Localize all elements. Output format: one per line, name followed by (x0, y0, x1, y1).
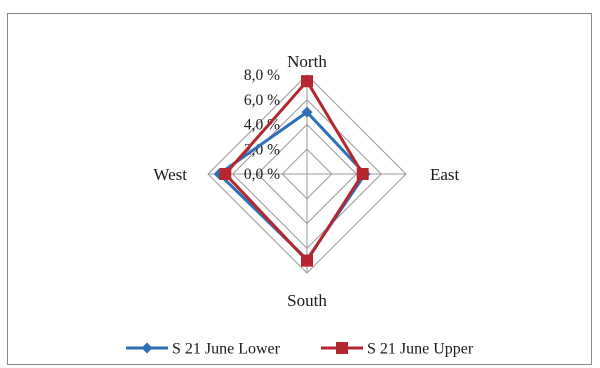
category-label-south: South (287, 291, 327, 310)
legend-marker (141, 342, 153, 354)
legend-label: S 21 June Upper (367, 341, 474, 358)
series-layer (213, 75, 371, 267)
radial-tick-labels: 0,0 %2,0 %4,0 %6,0 %8,0 % (244, 67, 280, 183)
radial-tick-label: 0,0 % (244, 166, 280, 183)
category-label-east: East (430, 165, 460, 184)
radar-grid (207, 74, 407, 274)
data-point (219, 168, 232, 180)
radar-chart: 0,0 %2,0 %4,0 %6,0 %8,0 % NorthEastSouth… (126, 52, 474, 358)
legend-label: S 21 June Lower (172, 341, 281, 358)
radial-tick-label: 2,0 % (244, 141, 280, 158)
series-2 (219, 75, 369, 267)
category-labels: North East South West (153, 52, 459, 310)
radial-tick-label: 6,0 % (244, 92, 280, 109)
chart-frame: 0,0 % 2,0 % 4,0 % 6,0 % 8,0 % North East South… (7, 13, 592, 365)
data-point (301, 106, 313, 118)
legend-item-2: S 21 June Upper (321, 341, 474, 358)
radial-tick-label: 8,0 % (244, 67, 280, 84)
legend: S 21 June Lower S 21 June Upper (126, 341, 474, 358)
data-point (301, 75, 313, 88)
data-point (356, 168, 369, 180)
category-label-north: North (287, 52, 327, 71)
legend-item-1: S 21 June Lower (126, 341, 281, 358)
legend-marker (336, 342, 348, 354)
category-label-west: West (153, 165, 187, 184)
data-point (301, 254, 313, 267)
